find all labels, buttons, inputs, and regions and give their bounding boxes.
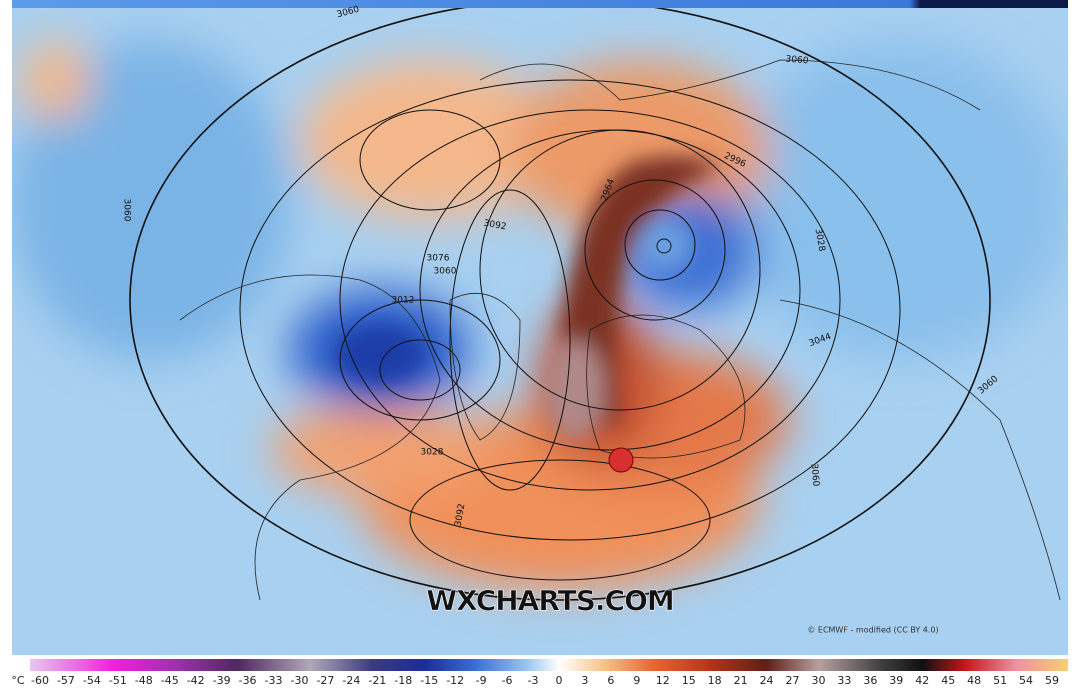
colorbar-tick-label: 30 bbox=[811, 674, 825, 687]
contour-label: 3012 bbox=[392, 296, 415, 306]
colorbar-tick-label: -9 bbox=[476, 674, 487, 687]
colorbar-tick-label: -15 bbox=[420, 674, 438, 687]
colorbar-tick-label: 9 bbox=[633, 674, 640, 687]
colorbar-tick-label: 36 bbox=[863, 674, 877, 687]
colorbar-tick-label: 0 bbox=[555, 674, 562, 687]
watermark: WXCHARTS.COM bbox=[426, 584, 674, 617]
colorbar-ticks: -60 -57 -54 -51 -48 -45 -42 -39 -36 -33 -30 -27 -24-… bbox=[31, 674, 1059, 687]
colorbar-tick-label: -18 bbox=[394, 674, 412, 687]
colorbar-tick-label: 3 bbox=[581, 674, 588, 687]
colorbar-tick-label: 51 bbox=[993, 674, 1007, 687]
colorbar-tick-label: -3 bbox=[528, 674, 539, 687]
height-contours bbox=[129, 0, 991, 601]
contour-label: 3028 bbox=[421, 448, 444, 458]
colorbar-tick-label: -33 bbox=[265, 674, 283, 687]
colorbar-tick-label: -54 bbox=[83, 674, 101, 687]
colorbar-tick-label: 42 bbox=[915, 674, 929, 687]
contour-label: 3060 bbox=[122, 199, 132, 222]
colorbar-tick-label: 54 bbox=[1019, 674, 1033, 687]
colorbar-tick-label: 45 bbox=[941, 674, 955, 687]
colorbar-tick-label: -45 bbox=[161, 674, 179, 687]
colorbar-tick-label: -57 bbox=[57, 674, 75, 687]
colorbar-tick-label: -36 bbox=[239, 674, 257, 687]
colorbar-tick-label: 21 bbox=[734, 674, 748, 687]
colorbar-tick-label: 15 bbox=[682, 674, 696, 687]
credit: © ECMWF - modified (CC BY 4.0) bbox=[807, 626, 938, 635]
colorbar-tick-label: 12 bbox=[656, 674, 670, 687]
colorbar-tick-label: -51 bbox=[109, 674, 127, 687]
colorbar-tick-label: 59 bbox=[1045, 674, 1059, 687]
colorbar-tick-label: -42 bbox=[187, 674, 205, 687]
map: 3060306030603076306030922996296430283044… bbox=[12, 0, 1068, 655]
contour-label: 3028 bbox=[813, 228, 827, 253]
coastlines bbox=[179, 59, 1061, 601]
contour-label: 3060 bbox=[785, 55, 809, 67]
colorbar-tick-label: -30 bbox=[291, 674, 309, 687]
colorbar bbox=[30, 659, 1068, 671]
colorbar-tick-label: 48 bbox=[967, 674, 981, 687]
colorbar-tick-label: 39 bbox=[889, 674, 903, 687]
colorbar-tick-label: -12 bbox=[446, 674, 464, 687]
colorbar-tick-label: 33 bbox=[837, 674, 851, 687]
contour-label: 3060 bbox=[434, 267, 457, 277]
colorbar-tick-label: -60 bbox=[31, 674, 49, 687]
contour-label: 3092 bbox=[483, 219, 507, 233]
contour-label: 3076 bbox=[427, 254, 450, 264]
colorbar-tick-label: -21 bbox=[368, 674, 386, 687]
contour-label: 3092 bbox=[454, 503, 468, 527]
colorbar-tick-label: -48 bbox=[135, 674, 153, 687]
location-marker bbox=[608, 447, 634, 473]
colorbar-unit: °C bbox=[11, 674, 25, 687]
colorbar-tick-label: -39 bbox=[213, 674, 231, 687]
colorbar-tick-label: -6 bbox=[502, 674, 513, 687]
colorbar-tick-label: 27 bbox=[786, 674, 800, 687]
contour-label: 3060 bbox=[809, 463, 821, 487]
colorbar-tick-label: -24 bbox=[342, 674, 360, 687]
colorbar-tick-label: -27 bbox=[316, 674, 334, 687]
colorbar-tick-label: 6 bbox=[607, 674, 614, 687]
top-bar bbox=[12, 0, 1068, 8]
colorbar-tick-label: 18 bbox=[708, 674, 722, 687]
colorbar-tick-label: 24 bbox=[760, 674, 774, 687]
